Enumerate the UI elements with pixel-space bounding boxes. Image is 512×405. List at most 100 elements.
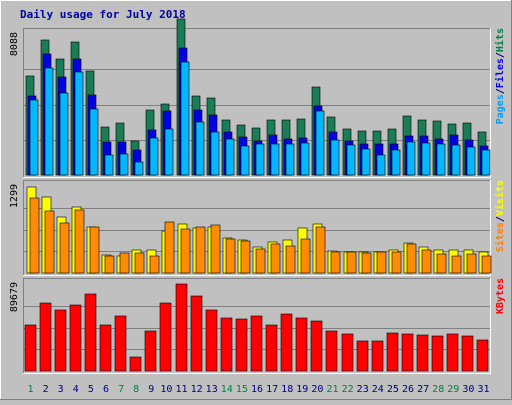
legend-item-kbytes: KBytes bbox=[495, 278, 506, 314]
bar-sites-day-18 bbox=[285, 245, 296, 274]
bar-pages-day-26 bbox=[406, 141, 416, 176]
bar-pages-day-20 bbox=[315, 110, 325, 176]
panel-visits: 1299 Sites/Visits bbox=[9, 180, 506, 276]
bar-kbytes-day-8 bbox=[129, 356, 142, 372]
series-kbytes bbox=[24, 283, 489, 372]
x-tick-day-1: 1 bbox=[27, 384, 33, 395]
bar-kbytes-day-1 bbox=[24, 324, 37, 372]
bar-pages-day-11 bbox=[180, 61, 190, 176]
bar-kbytes-day-10 bbox=[159, 302, 172, 372]
legend-item-sites: Sites bbox=[494, 222, 506, 252]
x-tick-day-23: 23 bbox=[357, 384, 369, 395]
bar-kbytes-day-25 bbox=[386, 332, 399, 372]
bar-pages-day-15 bbox=[240, 145, 250, 176]
panel-kbytes: 89679 KBytes bbox=[9, 278, 506, 374]
legend-item-files: Files bbox=[494, 58, 506, 88]
bar-kbytes-day-11 bbox=[175, 283, 188, 372]
bar-kbytes-day-5 bbox=[84, 293, 97, 372]
bar-sites-day-29 bbox=[451, 255, 462, 274]
bar-kbytes-day-28 bbox=[431, 335, 444, 372]
bar-kbytes-day-24 bbox=[371, 340, 384, 372]
x-tick-day-31: 31 bbox=[477, 384, 489, 395]
legend-item-pages: Pages bbox=[495, 94, 506, 124]
bar-sites-day-12 bbox=[195, 226, 206, 274]
bar-pages-day-24 bbox=[376, 154, 386, 176]
bar-pages-day-27 bbox=[421, 142, 431, 176]
legend-item-separator: / bbox=[495, 88, 506, 94]
panel-kbytes-y-max-label: 89679 bbox=[9, 282, 20, 312]
bar-sites-day-7 bbox=[119, 252, 130, 274]
bar-sites-day-24 bbox=[376, 251, 387, 274]
bar-pages-day-30 bbox=[466, 146, 476, 176]
x-tick-day-27: 27 bbox=[417, 384, 429, 395]
bar-pages-day-22 bbox=[346, 144, 356, 176]
x-tick-day-17: 17 bbox=[266, 384, 278, 395]
bar-pages-day-25 bbox=[391, 149, 401, 176]
bar-sites-day-20 bbox=[315, 226, 326, 274]
bar-kbytes-day-30 bbox=[461, 335, 474, 372]
bar-sites-day-28 bbox=[436, 253, 447, 274]
bar-kbytes-day-26 bbox=[401, 333, 414, 372]
bar-sites-day-25 bbox=[391, 251, 402, 274]
panel-hits-y-max-label: 8088 bbox=[9, 32, 20, 56]
bar-kbytes-day-15 bbox=[235, 318, 248, 372]
x-tick-day-30: 30 bbox=[462, 384, 474, 395]
x-tick-day-18: 18 bbox=[281, 384, 293, 395]
x-tick-day-8: 8 bbox=[133, 384, 139, 395]
bar-sites-day-13 bbox=[210, 224, 221, 274]
x-tick-day-11: 11 bbox=[175, 384, 187, 395]
bar-sites-day-5 bbox=[89, 226, 100, 274]
x-tick-day-9: 9 bbox=[148, 384, 154, 395]
bar-sites-day-2 bbox=[44, 210, 55, 274]
bar-pages-day-4 bbox=[74, 71, 84, 176]
bar-pages-day-6 bbox=[104, 154, 114, 176]
bar-kbytes-day-31 bbox=[476, 339, 489, 372]
bar-sites-day-26 bbox=[406, 243, 417, 274]
x-tick-day-26: 26 bbox=[402, 384, 414, 395]
bar-kbytes-day-2 bbox=[39, 302, 52, 372]
bar-pages-day-19 bbox=[300, 142, 310, 176]
series-sites bbox=[29, 197, 492, 274]
x-tick-day-28: 28 bbox=[432, 384, 444, 395]
bar-pages-day-21 bbox=[330, 139, 340, 176]
bar-kbytes-day-23 bbox=[356, 340, 369, 372]
bar-kbytes-day-4 bbox=[69, 304, 82, 372]
bar-sites-day-10 bbox=[164, 221, 175, 274]
bar-sites-day-30 bbox=[466, 253, 477, 274]
bar-sites-day-14 bbox=[225, 238, 236, 274]
bar-kbytes-day-17 bbox=[265, 324, 278, 372]
legend-item-visits: Visits bbox=[494, 180, 506, 216]
x-axis-day-labels: 1 2 3 4 5 6 7 8 9 10 11 12 13 14 15 16 17 18 19 20 21 22 23 24 2… bbox=[27, 384, 489, 395]
bar-kbytes-day-27 bbox=[416, 334, 429, 372]
bar-pages-day-8 bbox=[134, 161, 144, 176]
bar-pages-day-18 bbox=[285, 143, 295, 176]
x-tick-day-13: 13 bbox=[206, 384, 218, 395]
bar-kbytes-day-16 bbox=[250, 315, 263, 372]
x-tick-day-29: 29 bbox=[447, 384, 459, 395]
x-tick-day-5: 5 bbox=[88, 384, 94, 395]
x-tick-day-12: 12 bbox=[191, 384, 203, 395]
bar-sites-day-19 bbox=[300, 238, 311, 274]
panel-hits: 8088 Pages/Files/Hits bbox=[9, 18, 506, 178]
bar-sites-day-22 bbox=[346, 251, 357, 274]
bar-kbytes-day-21 bbox=[325, 330, 338, 372]
bar-pages-day-10 bbox=[164, 128, 174, 176]
bar-pages-day-17 bbox=[270, 143, 280, 176]
x-tick-day-10: 10 bbox=[160, 384, 172, 395]
bar-sites-day-21 bbox=[330, 251, 341, 274]
panel-hits-legend: Pages/Files/Hits bbox=[494, 28, 506, 124]
bar-kbytes-day-7 bbox=[114, 315, 127, 372]
bar-sites-day-8 bbox=[134, 252, 145, 274]
bar-pages-day-7 bbox=[119, 153, 129, 176]
bar-kbytes-day-13 bbox=[205, 309, 218, 372]
panel-kbytes-legend: KBytes bbox=[495, 278, 506, 314]
bar-sites-day-27 bbox=[421, 249, 432, 274]
bar-pages-day-1 bbox=[29, 99, 39, 176]
bar-pages-day-16 bbox=[255, 143, 265, 176]
bar-kbytes-day-29 bbox=[446, 333, 459, 372]
x-tick-day-7: 7 bbox=[118, 384, 124, 395]
bar-pages-day-28 bbox=[436, 143, 446, 176]
bar-pages-day-2 bbox=[44, 67, 54, 176]
